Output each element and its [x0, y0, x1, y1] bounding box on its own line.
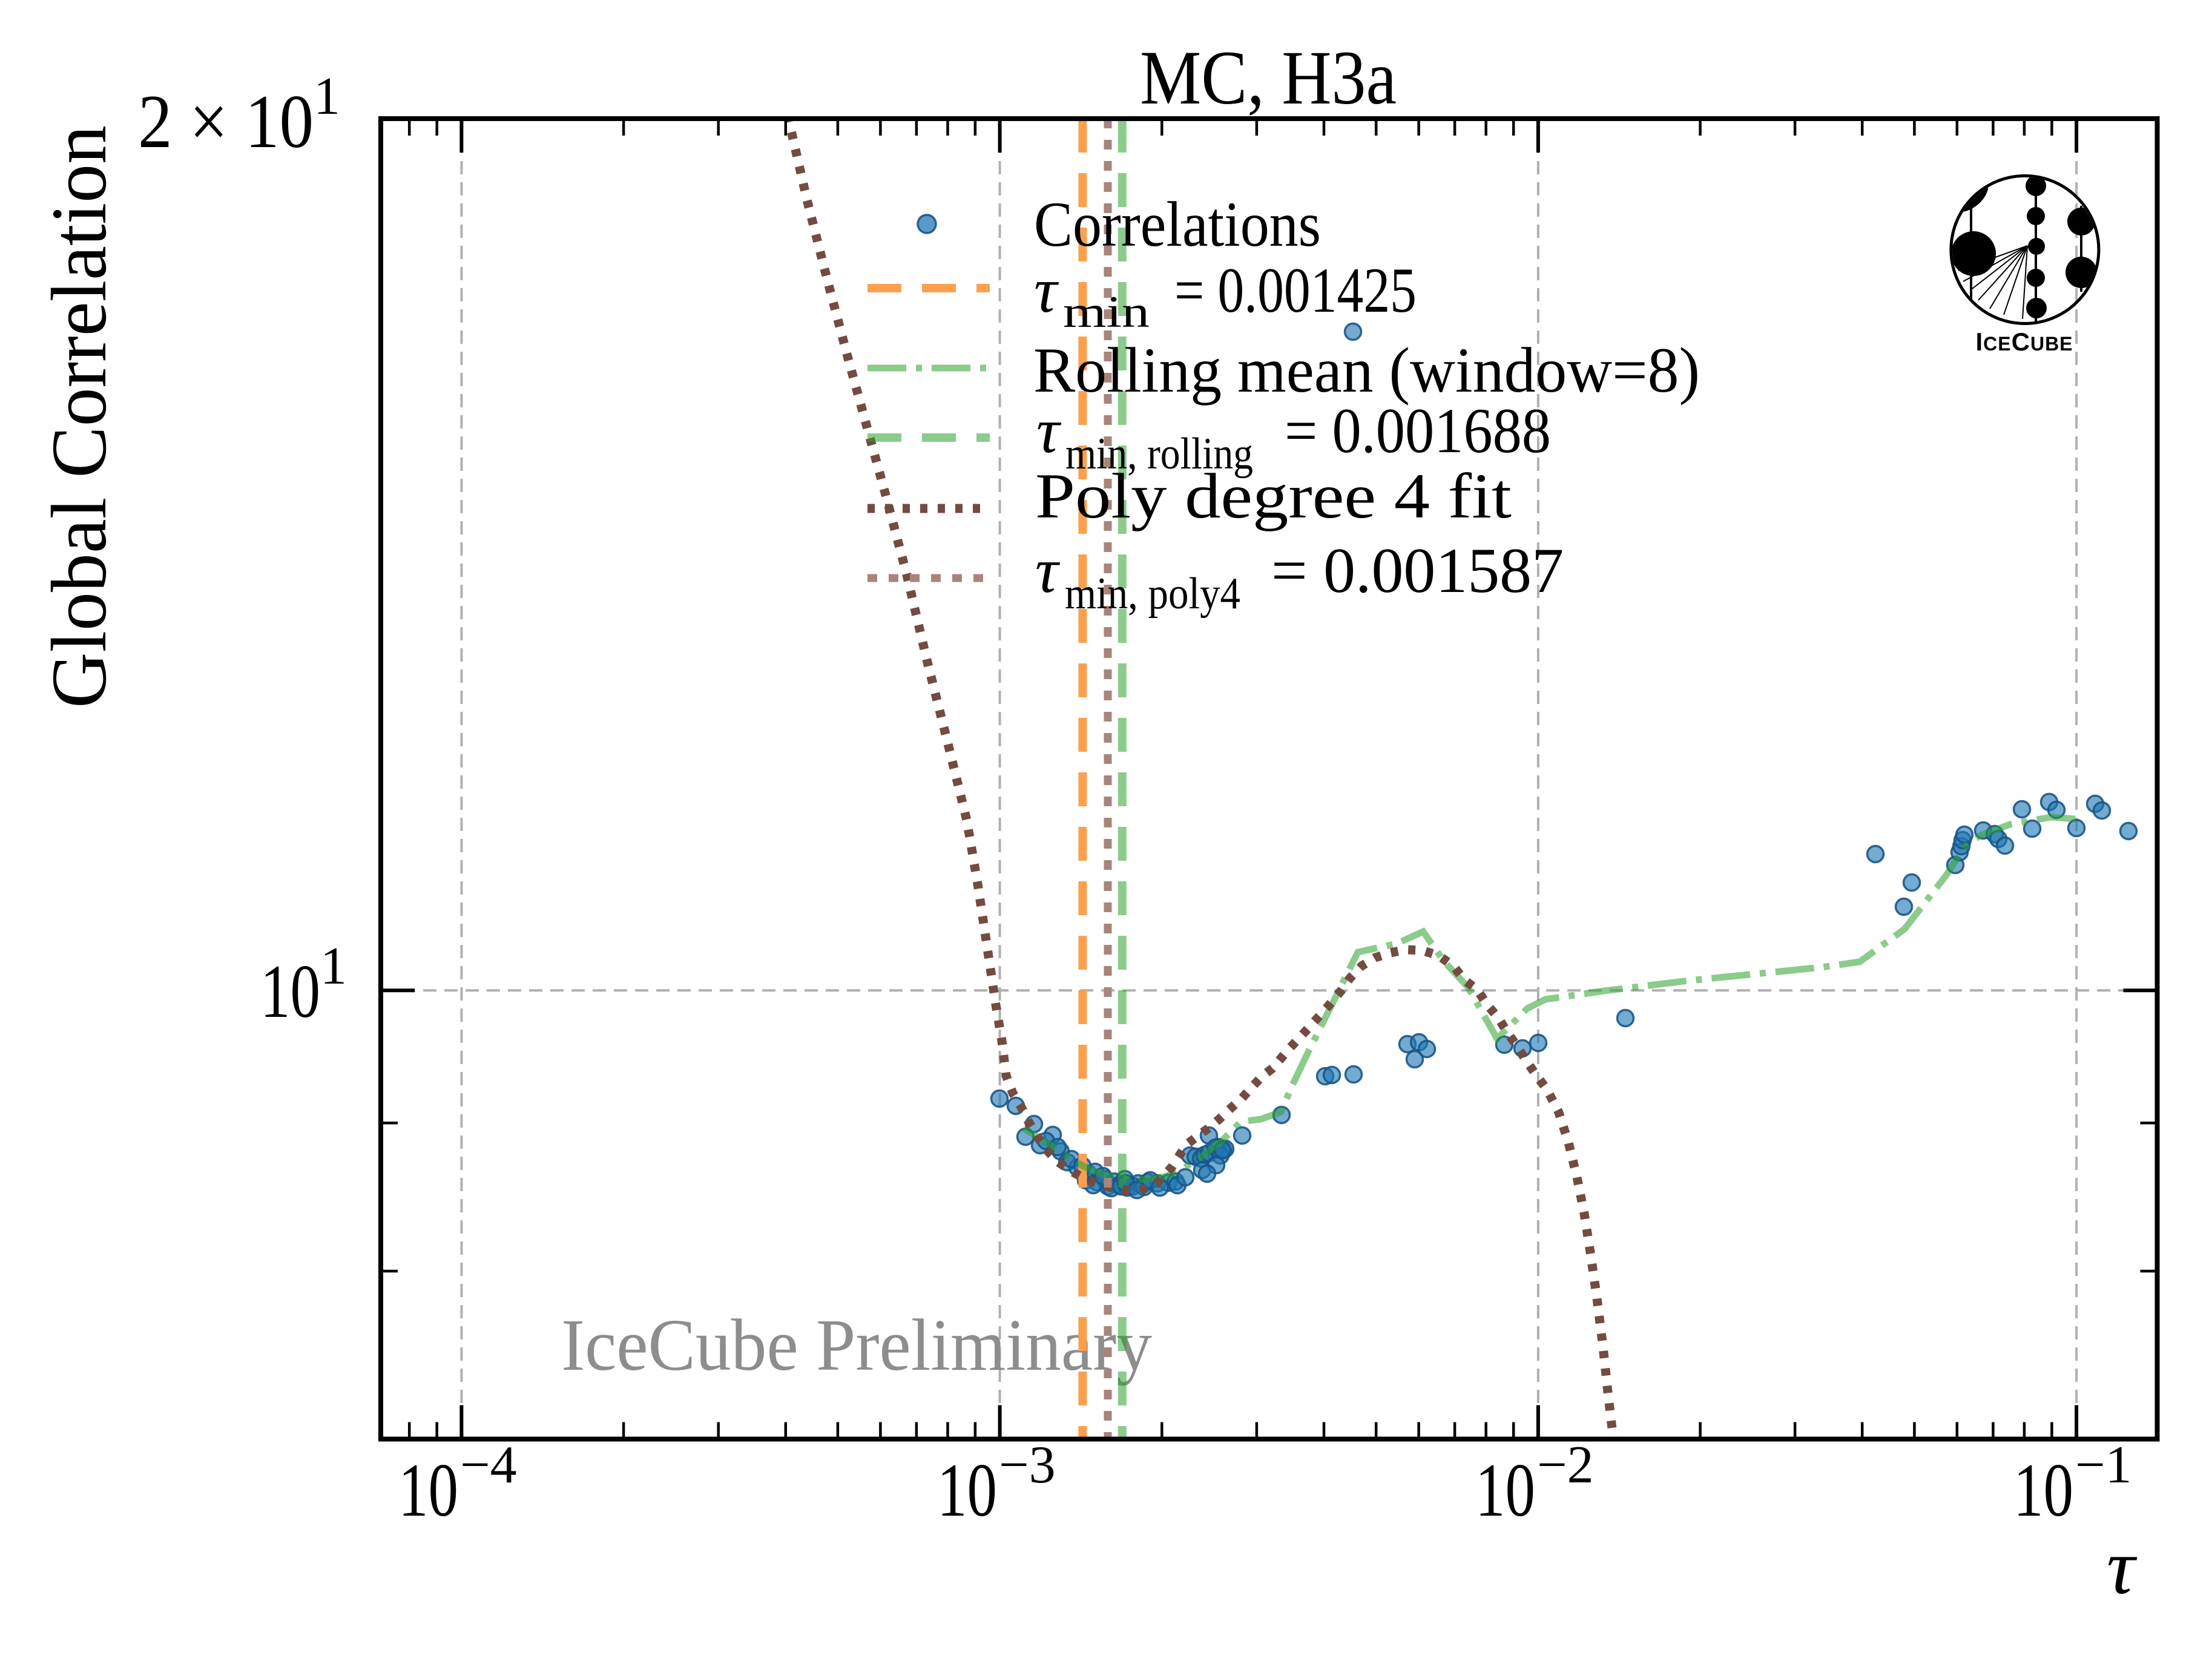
svg-text:min: min [1063, 288, 1150, 337]
svg-text:10: 10 [937, 1448, 997, 1533]
svg-text:= 0.001688: = 0.001688 [1285, 395, 1551, 466]
svg-text:10: 10 [2013, 1448, 2073, 1533]
svg-text:Poly degree 4 fit: Poly degree 4 fit [1035, 461, 1512, 531]
svg-text:= 0.001587: = 0.001587 [1271, 535, 1564, 606]
svg-text:τ: τ [1036, 395, 1062, 466]
svg-text:−4: −4 [460, 1436, 517, 1494]
svg-text:10: 10 [398, 1448, 458, 1533]
svg-text:min, poly4: min, poly4 [1065, 569, 1240, 619]
svg-text:101: 101 [260, 937, 347, 1034]
svg-text:2 × 101: 2 × 101 [138, 67, 340, 164]
svg-text:−2: −2 [1537, 1436, 1594, 1494]
svg-text:τ: τ [1034, 255, 1059, 326]
svg-text:ICECUBE: ICECUBE [1975, 327, 2073, 356]
svg-text:10: 10 [1475, 1448, 1535, 1533]
svg-text:−1: −1 [2075, 1436, 2132, 1494]
svg-text:Rolling mean (window=8): Rolling mean (window=8) [1033, 335, 1700, 406]
svg-text:−3: −3 [999, 1436, 1056, 1494]
svg-text:IceCube Preliminary: IceCube Preliminary [561, 1304, 1152, 1386]
svg-text:τ: τ [1035, 535, 1061, 606]
svg-text:τ: τ [2107, 1524, 2138, 1611]
svg-text:MC, H3a: MC, H3a [1140, 36, 1397, 120]
svg-text:= 0.001425: = 0.001425 [1174, 255, 1417, 326]
svg-text:min, rolling: min, rolling [1065, 429, 1253, 479]
svg-text:Global Correlation: Global Correlation [36, 125, 123, 708]
svg-text:Correlations: Correlations [1034, 189, 1321, 260]
